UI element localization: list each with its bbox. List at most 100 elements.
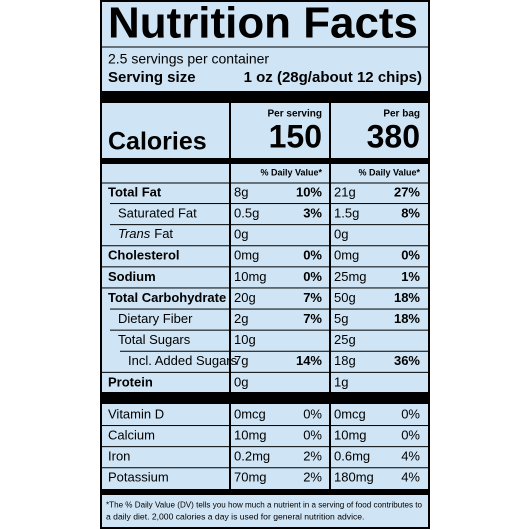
- nutrient-name: Total Carbohydrate: [108, 290, 226, 305]
- daily-value: 18%: [394, 311, 420, 326]
- amount: 10g: [234, 332, 256, 347]
- daily-value: 7%: [303, 311, 322, 326]
- daily-value: 0%: [401, 428, 420, 443]
- nutrient-name: Iron: [108, 449, 130, 464]
- amount: 20g: [234, 290, 256, 305]
- rule: [102, 467, 428, 469]
- nutrient-name: Total Fat: [108, 184, 162, 199]
- amount: 180mg: [334, 470, 374, 485]
- daily-value: 0%: [303, 406, 322, 421]
- calories-value: 380: [367, 118, 420, 154]
- rule: [102, 371, 428, 373]
- amount: 70mg: [234, 470, 267, 485]
- daily-value: 4%: [401, 470, 420, 485]
- amount: 0mg: [334, 248, 359, 263]
- nutrient-name: Total Sugars: [118, 332, 191, 347]
- daily-value: 2%: [303, 470, 322, 485]
- daily-value: 0%: [303, 269, 322, 284]
- rule: [102, 489, 428, 495]
- serving-size-value: 1 oz (28g/about 12 chips): [244, 69, 422, 86]
- daily-value: 0%: [303, 428, 322, 443]
- rule: [110, 203, 428, 205]
- amount: 2g: [234, 311, 248, 326]
- rule: [102, 287, 428, 289]
- daily-value: 0%: [303, 248, 322, 263]
- amount: 7g: [234, 353, 248, 368]
- nutrient-name: Calcium: [108, 428, 155, 443]
- title: Nutrition Facts: [108, 0, 418, 48]
- column-header: Per serving: [268, 109, 322, 120]
- amount: 25g: [334, 332, 356, 347]
- nutrient-name: Vitamin D: [108, 406, 164, 421]
- nutrient-name: Potassium: [108, 470, 169, 485]
- amount: 0g: [334, 227, 348, 242]
- column-rule: [329, 103, 331, 489]
- dv-header: % Daily Value*: [260, 167, 322, 177]
- daily-value: 3%: [303, 206, 322, 221]
- amount: 1g: [334, 374, 348, 389]
- rule: [110, 224, 428, 226]
- amount: 8g: [234, 184, 248, 199]
- amount: 0.6mg: [334, 449, 370, 464]
- amount: 0.2mg: [234, 449, 270, 464]
- amount: 10mg: [234, 269, 267, 284]
- rule: [110, 308, 428, 310]
- daily-value: 1%: [401, 269, 420, 284]
- daily-value: 27%: [394, 184, 420, 199]
- daily-value: 14%: [296, 353, 322, 368]
- column-header: Per bag: [383, 109, 420, 120]
- nutrient-name: Cholesterol: [108, 248, 180, 263]
- daily-value: 7%: [303, 290, 322, 305]
- footnote-line: *The % Daily Value (DV) tells you how mu…: [106, 499, 422, 509]
- daily-value: 10%: [296, 184, 322, 199]
- amount: 50g: [334, 290, 356, 305]
- servings: 2.5 servings per container: [108, 51, 269, 67]
- amount: 21g: [334, 184, 356, 199]
- amount: 0mcg: [334, 406, 366, 421]
- amount: 1.5g: [334, 206, 359, 221]
- amount: 0mcg: [234, 406, 266, 421]
- serving-size-label: Serving size: [108, 69, 196, 86]
- daily-value: 36%: [394, 353, 420, 368]
- rule: [102, 392, 428, 404]
- column-rule: [229, 103, 231, 489]
- rule: [120, 350, 428, 352]
- rule: [102, 158, 428, 164]
- rule: [110, 329, 428, 331]
- rule: [102, 266, 428, 268]
- daily-value: 4%: [401, 449, 420, 464]
- amount: 0g: [234, 227, 248, 242]
- daily-value: 18%: [394, 290, 420, 305]
- rule: [102, 91, 428, 103]
- amount: 10mg: [234, 428, 267, 443]
- nutrient-name: Incl. Added Sugars: [128, 353, 238, 368]
- nutrient-name: Dietary Fiber: [118, 311, 193, 326]
- nutrient-name: Sodium: [108, 269, 156, 284]
- calories-label: Calories: [108, 128, 207, 156]
- amount: 0g: [234, 374, 248, 389]
- daily-value: 0%: [401, 248, 420, 263]
- daily-value: 2%: [303, 449, 322, 464]
- amount: 18g: [334, 353, 356, 368]
- rule: [102, 245, 428, 247]
- nutrient-name-italic: Trans: [118, 227, 151, 242]
- daily-value: 8%: [401, 206, 420, 221]
- daily-value: 0%: [401, 406, 420, 421]
- calories-value: 150: [269, 118, 322, 154]
- label-box: [100, 0, 430, 529]
- amount: 25mg: [334, 269, 367, 284]
- rule: [102, 46, 428, 48]
- nutrient-name-rest: Fat: [154, 227, 173, 242]
- amount: 5g: [334, 311, 348, 326]
- amount: 0mg: [234, 248, 259, 263]
- dv-header: % Daily Value*: [358, 167, 420, 177]
- nutrient-name: Trans Fat: [118, 227, 173, 242]
- amount: 10mg: [334, 428, 367, 443]
- rule: [102, 446, 428, 448]
- footnote-line: a daily diet. 2,000 calories a day is us…: [106, 511, 364, 521]
- rule: [102, 425, 428, 427]
- nutrient-name: Saturated Fat: [118, 206, 197, 221]
- nutrient-name: Protein: [108, 374, 153, 389]
